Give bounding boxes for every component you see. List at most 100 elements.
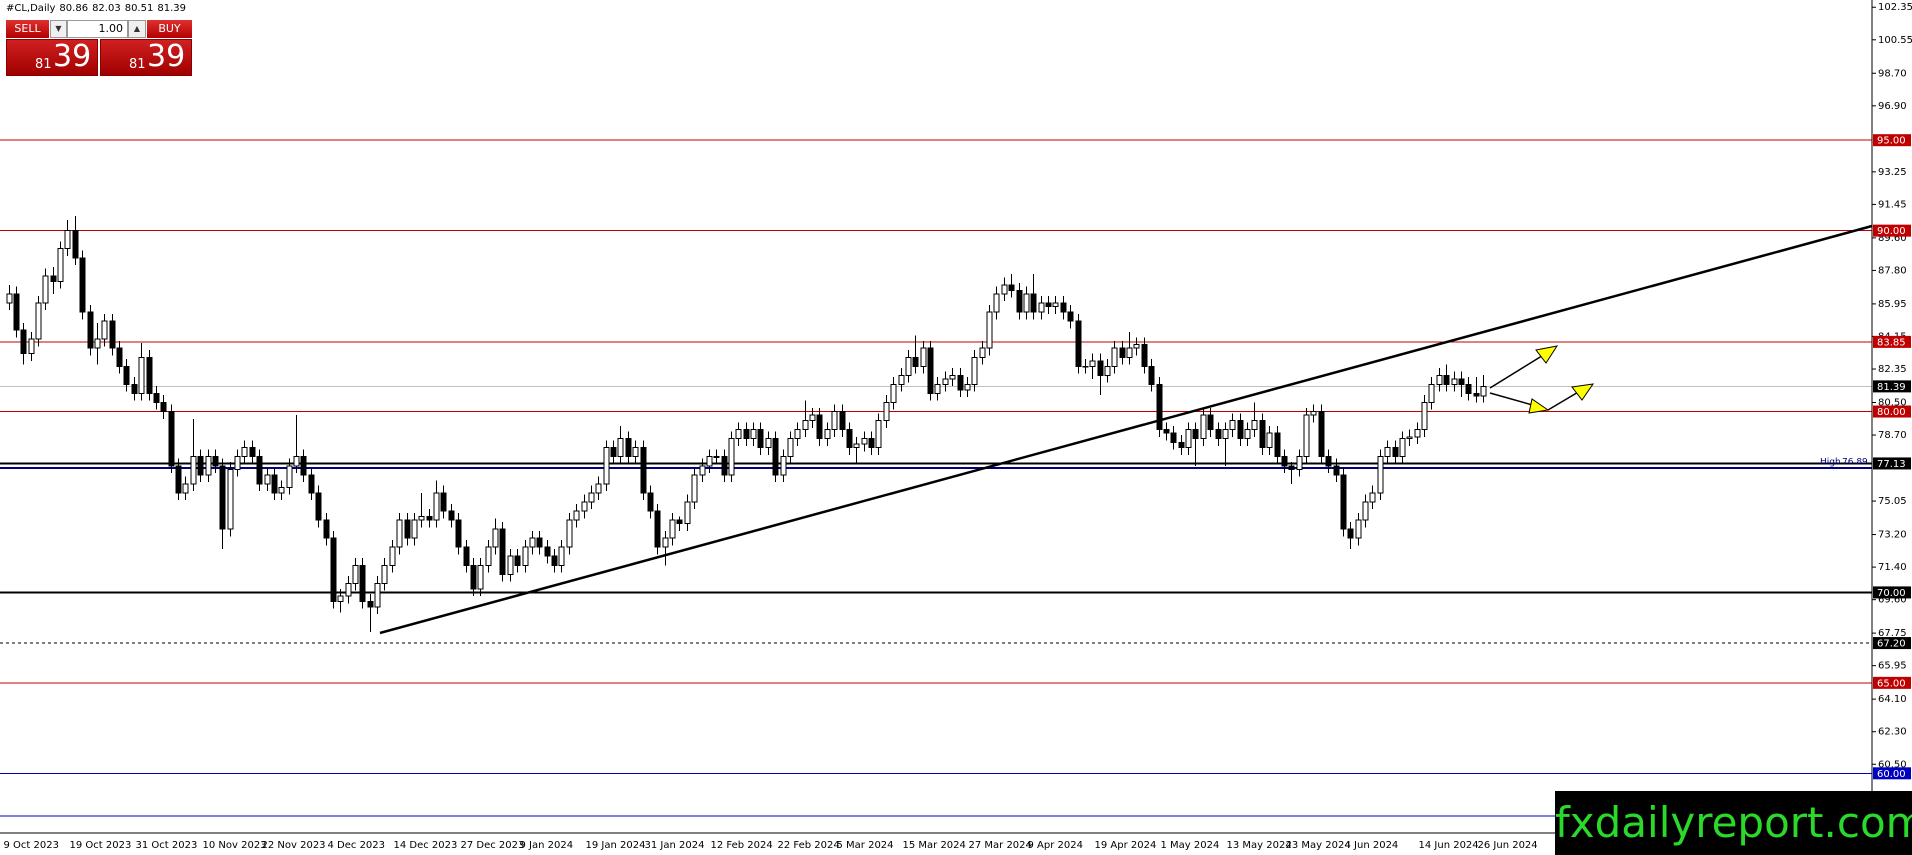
candle-body	[595, 483, 602, 494]
candle-body	[485, 546, 492, 566]
candle-body	[1266, 432, 1273, 449]
candle-body	[1133, 344, 1140, 349]
quote-small: 81	[129, 57, 146, 72]
candle-body	[1104, 365, 1111, 376]
candle-body	[1215, 429, 1222, 440]
candle-body	[684, 501, 691, 525]
candle-body	[1428, 383, 1435, 403]
arrow-head	[1571, 383, 1595, 401]
x-tick-label: 27 Mar 2024	[969, 840, 1032, 851]
candle-body	[603, 447, 610, 485]
candle-body	[286, 465, 293, 488]
drawings	[379, 224, 1873, 635]
quote-big: 39	[53, 39, 92, 74]
level-label: 80.00	[1877, 407, 1906, 418]
lot-up[interactable]: ▲	[128, 20, 146, 38]
candle-body	[640, 447, 647, 494]
candle-body	[463, 546, 470, 566]
quote-small: 81	[35, 57, 52, 72]
x-tick-label: 10 Nov 2023	[203, 840, 267, 851]
x-tick-label: 19 Oct 2023	[70, 840, 132, 851]
x-tick-label: 9 Oct 2023	[4, 840, 59, 851]
candle-body	[1192, 429, 1199, 440]
candle-body	[1281, 456, 1288, 467]
candle-body	[131, 383, 138, 394]
level-label: 65.00	[1877, 678, 1906, 689]
level-box	[1873, 405, 1911, 418]
candle-body	[728, 438, 735, 476]
candle-body	[396, 519, 403, 548]
sell-button[interactable]: SELL	[6, 20, 49, 38]
candle-body	[323, 519, 330, 539]
candle-body	[765, 438, 772, 449]
candle-body	[713, 456, 720, 459]
candle-body	[94, 338, 101, 349]
level-box	[1873, 134, 1911, 147]
candle-body	[1178, 441, 1185, 449]
candle-body	[676, 519, 683, 525]
candle-body	[1406, 436, 1413, 440]
candle-body	[433, 492, 440, 521]
candle-body	[293, 456, 300, 467]
level-label: 60.00	[1877, 769, 1906, 780]
candle-body	[381, 564, 388, 584]
candle-body	[1001, 284, 1008, 295]
y-tick-label: 73.20	[1878, 530, 1907, 541]
sell-quote[interactable]: 81 39	[6, 39, 98, 76]
candle-body	[264, 474, 271, 485]
level-label: 67.20	[1877, 639, 1906, 650]
candle-body	[1274, 432, 1281, 458]
candle-body	[964, 383, 971, 391]
candles	[6, 216, 1487, 633]
candle-body	[477, 564, 484, 590]
candle-body	[175, 465, 182, 494]
candle-body	[1185, 429, 1192, 449]
candle-body	[13, 293, 20, 331]
level-box	[1873, 676, 1911, 689]
x-tick-label: 19 Jan 2024	[586, 840, 646, 851]
candle-body	[1156, 383, 1163, 431]
candle-body	[787, 438, 794, 458]
level-box	[1873, 767, 1911, 780]
candle-body	[1347, 528, 1354, 539]
candle-body	[116, 347, 123, 367]
buy-button[interactable]: BUY	[147, 20, 192, 38]
candle-body	[153, 392, 160, 403]
candle-body	[949, 374, 956, 380]
candle-body	[735, 429, 742, 440]
quote-big: 39	[147, 39, 186, 74]
candle-body	[1200, 414, 1207, 440]
candle-body	[934, 383, 941, 394]
y-tick-label: 100.55	[1878, 35, 1912, 46]
x-tick-label: 31 Jan 2024	[645, 840, 705, 851]
candle-body	[470, 564, 477, 590]
arrow-shaft	[1489, 353, 1546, 389]
buy-quote[interactable]: 81 39	[100, 39, 192, 76]
candle-body	[610, 447, 617, 458]
ohlc-value: 80.86	[59, 3, 89, 14]
candle-body	[691, 474, 698, 503]
one-click-panel: SELL ▼ 1.00 ▲ BUY 81 39 81 39	[6, 20, 192, 76]
arrow-head	[1535, 345, 1559, 364]
y-tick-label: 102.35	[1878, 2, 1912, 13]
candle-body	[499, 528, 506, 575]
level-label: 81.39	[1877, 382, 1906, 393]
candle-body	[6, 293, 13, 304]
x-tick-label: 9 Apr 2024	[1028, 840, 1083, 851]
candle-body	[780, 456, 787, 476]
candle-body	[1318, 411, 1325, 458]
level-box	[1873, 637, 1911, 650]
lot-input[interactable]: 1.00	[67, 20, 128, 38]
candle-body	[205, 456, 212, 476]
candle-body	[861, 438, 868, 445]
candle-body	[558, 546, 565, 566]
candle-body	[898, 374, 905, 385]
lot-down[interactable]: ▼	[50, 20, 67, 38]
candle-body	[912, 356, 919, 367]
candle-body	[1030, 293, 1037, 313]
candle-body	[1126, 347, 1133, 358]
level-box	[1873, 380, 1911, 393]
candle-body	[1436, 374, 1443, 385]
